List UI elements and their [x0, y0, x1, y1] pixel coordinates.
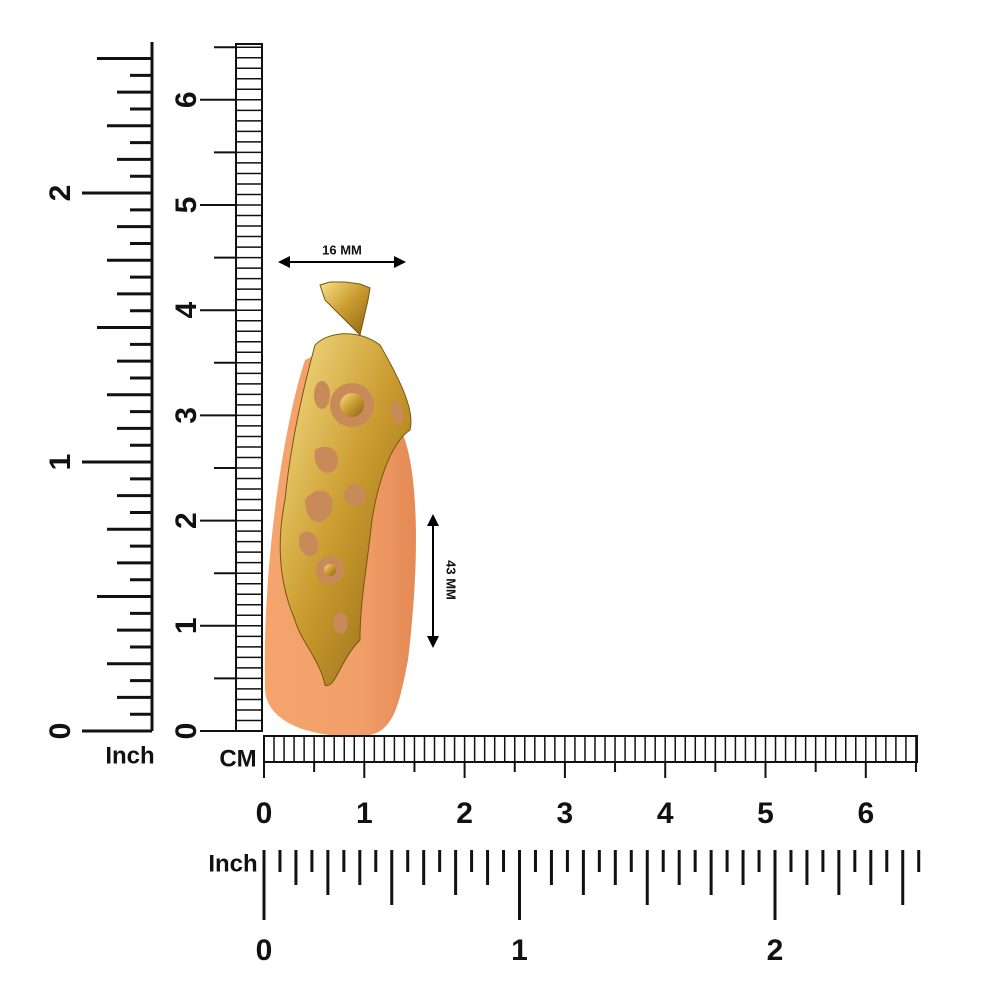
cm-unit: CM	[219, 745, 256, 772]
bottom-inch-label: 0	[256, 934, 273, 967]
cm-ladder	[263, 735, 918, 763]
bottom-inch-label: 2	[767, 934, 784, 967]
left-inch-label: 1	[44, 454, 77, 471]
left-cm-label: 1	[170, 617, 203, 634]
pendant	[264, 281, 416, 737]
bottom-inch-unit: Inch	[208, 850, 257, 877]
bottom-cm-label: 5	[757, 797, 774, 830]
bottom-cm-label: 6	[857, 797, 874, 830]
width-arrow	[278, 256, 406, 268]
left-cm-label: 0	[170, 723, 203, 740]
left-inch-label: 2	[44, 185, 77, 202]
bottom-cm-label: 2	[456, 797, 473, 830]
left-cm-label: 5	[170, 197, 203, 214]
left-cm-label: 6	[170, 91, 203, 108]
bottom-cm-label: 0	[256, 797, 273, 830]
left-cm-label: 3	[170, 407, 203, 424]
height-arrow	[427, 514, 439, 648]
width-label: 16 MM	[322, 242, 362, 257]
bottom-cm-label: 3	[557, 797, 574, 830]
left-cm-label: 2	[170, 512, 203, 529]
left-inch-label: 0	[44, 723, 77, 740]
bottom-cm-label: 1	[356, 797, 373, 830]
bottom-cm-label: 4	[657, 797, 674, 830]
left-inch-unit: Inch	[105, 742, 154, 769]
height-label: 43 MM	[444, 560, 459, 600]
left-cm-label: 4	[170, 302, 203, 319]
cm-ladder	[235, 43, 263, 732]
bottom-inch-label: 1	[511, 934, 528, 967]
